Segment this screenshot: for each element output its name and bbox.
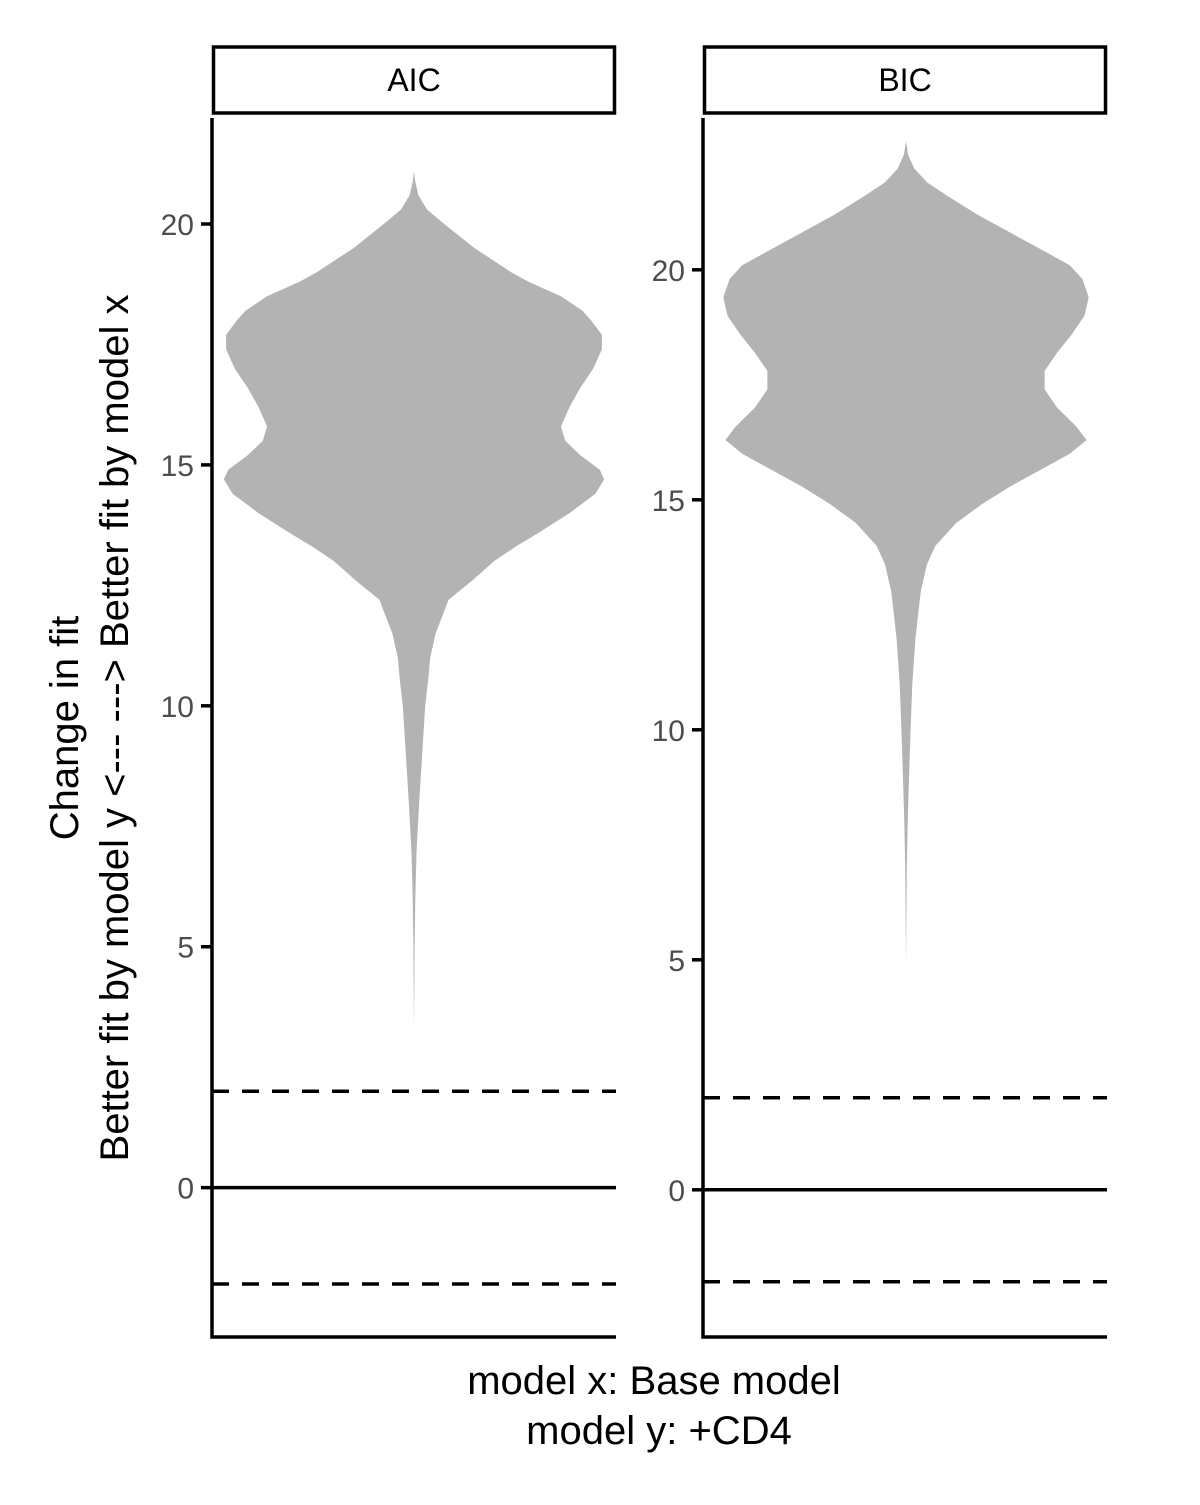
y-tick-label-aic-15: 15 (161, 450, 194, 483)
y-tick-label-aic-5: 5 (177, 932, 194, 965)
strip-box-aic (211, 45, 617, 115)
x-axis-title-line-2: model y: +CD4 (526, 1409, 792, 1453)
y-tick-label-aic-20: 20 (161, 209, 194, 242)
y-axis-title-line-2: Better fit by model y <--- ---> Better f… (93, 295, 137, 1162)
x-axis-title-line-1: model x: Base model (467, 1359, 841, 1403)
strip-label-bic: BIC (878, 62, 931, 98)
y-tick-label-aic-10: 10 (161, 691, 194, 724)
y-tick-label-bic-5: 5 (668, 945, 685, 978)
panel-aic: AIC 0 5 10 15 20 (161, 45, 617, 1339)
y-tick-label-bic-15: 15 (652, 485, 685, 518)
y-tick-label-bic-20: 20 (652, 255, 685, 288)
panels-layer: AIC 0 5 10 15 20 BIC 0 5 10 15 20 (161, 45, 1108, 1339)
y-tick-label-aic-0: 0 (177, 1173, 194, 1206)
y-tick-label-bic-0: 0 (668, 1175, 685, 1208)
strip-label-aic: AIC (387, 62, 440, 98)
violin-bic (723, 141, 1089, 965)
panel-bic: BIC 0 5 10 15 20 (652, 45, 1108, 1339)
y-tick-label-bic-10: 10 (652, 715, 685, 748)
y-axis-title-line-1: Change in fit (43, 616, 87, 841)
violin-aic (223, 171, 605, 1029)
strip-box-bic (702, 45, 1108, 115)
